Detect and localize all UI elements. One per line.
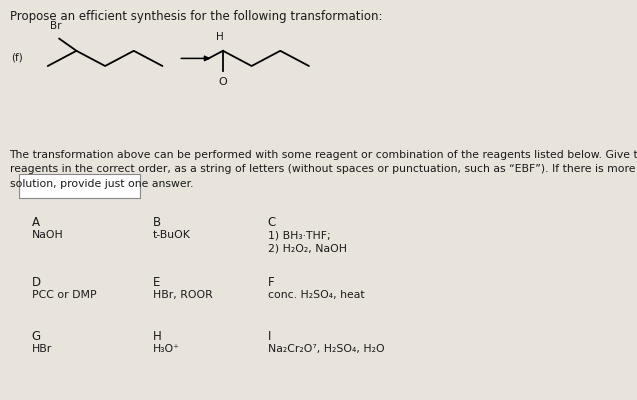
Text: PCC or DMP: PCC or DMP [32,290,96,300]
Text: Propose an efficient synthesis for the following transformation:: Propose an efficient synthesis for the f… [10,10,382,23]
Text: NaOH: NaOH [32,230,64,240]
Text: Na₂Cr₂O⁷, H₂SO₄, H₂O: Na₂Cr₂O⁷, H₂SO₄, H₂O [268,344,384,354]
Text: conc. H₂SO₄, heat: conc. H₂SO₄, heat [268,290,364,300]
Text: HBr, ROOR: HBr, ROOR [153,290,213,300]
Text: G: G [32,330,41,343]
Text: Br: Br [50,21,62,31]
Text: A: A [32,216,40,229]
Text: HBr: HBr [32,344,52,354]
Text: H₃O⁺: H₃O⁺ [153,344,180,354]
Text: t-BuOK: t-BuOK [153,230,190,240]
Text: E: E [153,276,161,289]
Text: F: F [268,276,274,289]
Text: B: B [153,216,161,229]
Text: D: D [32,276,41,289]
Text: H: H [153,330,162,343]
Bar [19,174,140,198]
Text: C: C [268,216,276,229]
Text: The transformation above can be performed with some reagent or combination of th: The transformation above can be performe… [10,150,637,189]
Text: O: O [218,76,227,86]
Text: 1) BH₃·THF;
2) H₂O₂, NaOH: 1) BH₃·THF; 2) H₂O₂, NaOH [268,230,347,253]
Text: H: H [216,32,224,42]
Text: (f): (f) [11,53,23,63]
Text: I: I [268,330,271,343]
